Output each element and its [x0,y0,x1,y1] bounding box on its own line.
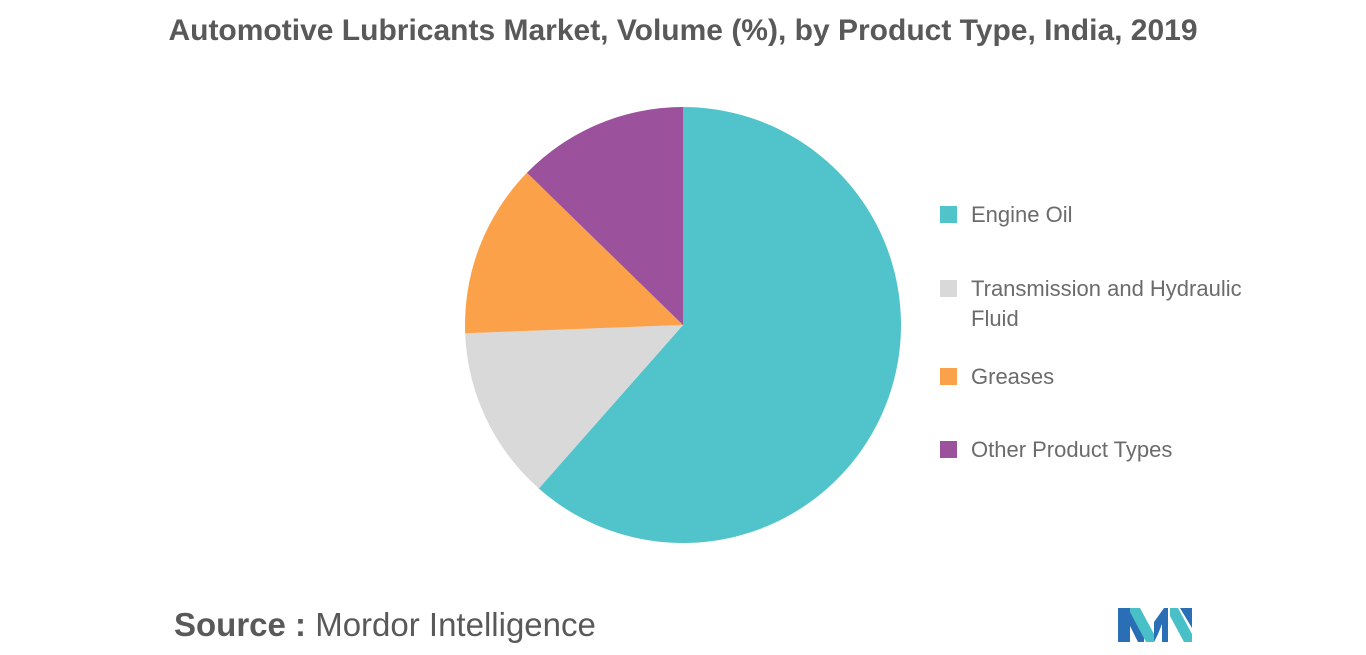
pie-slice-greases [465,172,683,334]
legend-item-other-product-types: Other Product Types [940,435,1261,465]
legend-swatch [940,206,957,223]
pie-slice-transmission-and-hydraulic-fluid [465,325,683,489]
legend-item-greases: Greases [940,362,1261,392]
legend-item-engine-oil: Engine Oil [940,200,1261,230]
source-line: Source : Mordor Intelligence [174,606,596,644]
legend-label: Transmission and Hydraulic Fluid [971,276,1242,331]
source-label: Source : [174,606,307,643]
legend-swatch [940,441,957,458]
pie-slice-other-product-types [526,107,683,325]
legend-label: Engine Oil [971,202,1073,227]
legend-swatch [940,280,957,297]
pie-slice-engine-oil [538,107,901,543]
legend-item-transmission-and-hydraulic-fluid: Transmission and Hydraulic Fluid [940,274,1261,334]
legend-label: Other Product Types [971,437,1173,462]
chart-title: Automotive Lubricants Market, Volume (%)… [168,14,1198,47]
legend-label: Greases [971,364,1055,389]
mordor-intelligence-logo-icon [1118,608,1192,642]
source-text: Mordor Intelligence [315,606,596,643]
legend-swatch [940,368,957,385]
